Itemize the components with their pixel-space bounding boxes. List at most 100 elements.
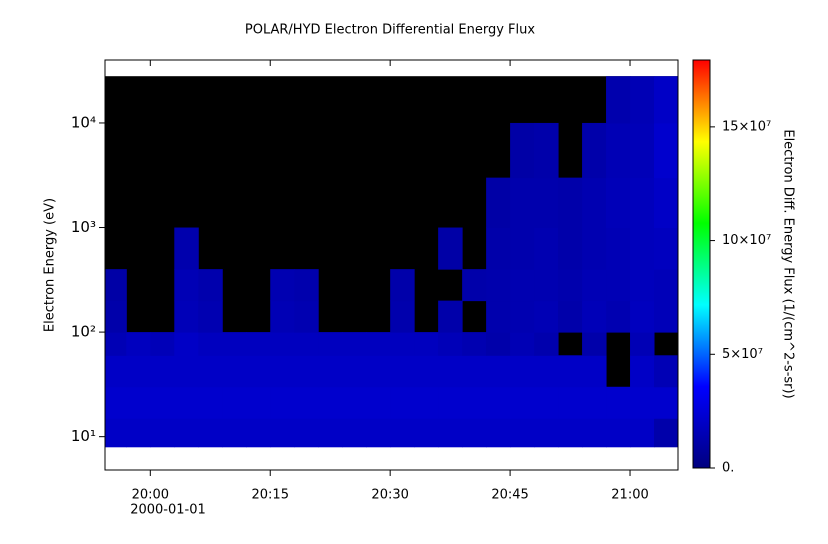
heatmap-cell xyxy=(510,300,535,333)
heatmap-cell xyxy=(246,418,271,448)
heatmap-cell xyxy=(390,355,415,388)
heatmap-cell xyxy=(438,300,463,333)
heatmap-cell xyxy=(246,386,271,419)
heatmap-cell xyxy=(534,386,559,419)
heatmap-cell xyxy=(318,332,343,356)
heatmap-cell xyxy=(486,386,511,419)
heatmap-cell xyxy=(582,300,607,333)
heatmap-cell xyxy=(534,177,559,229)
heatmap-cell xyxy=(270,386,295,419)
heatmap-cell xyxy=(126,418,151,448)
heatmap-cell xyxy=(630,269,655,302)
heatmap-cell xyxy=(294,300,319,333)
heatmap-cell xyxy=(342,418,367,448)
heatmap-cell xyxy=(654,76,679,124)
heatmap-cell xyxy=(222,355,247,388)
heatmap-cell xyxy=(174,386,199,419)
heatmap-cell xyxy=(174,227,199,270)
heatmap-cell xyxy=(582,332,607,356)
heatmap-cell xyxy=(126,386,151,419)
heatmap-cell xyxy=(438,355,463,388)
heatmap-cell xyxy=(390,418,415,448)
heatmap-cell xyxy=(606,300,631,333)
heatmap-cell xyxy=(510,122,535,179)
heatmap-cell xyxy=(606,418,631,448)
heatmap-cell xyxy=(126,332,151,356)
heatmap-cell xyxy=(630,122,655,179)
heatmap-cell xyxy=(462,418,487,448)
heatmap-cell xyxy=(438,386,463,419)
heatmap-cell xyxy=(198,300,223,333)
heatmap-cell xyxy=(510,386,535,419)
heatmap-cell xyxy=(174,355,199,388)
heatmap-cell xyxy=(606,386,631,419)
heatmap-cell xyxy=(318,386,343,419)
colorbar xyxy=(692,59,711,469)
heatmap-cell xyxy=(582,386,607,419)
heatmap-cell xyxy=(270,418,295,448)
heatmap-cell xyxy=(510,355,535,388)
heatmap-cell xyxy=(198,269,223,302)
heatmap-cell xyxy=(150,355,175,388)
heatmap-cell xyxy=(105,300,127,333)
heatmap-cell xyxy=(270,355,295,388)
heatmap-cell xyxy=(270,300,295,333)
heatmap-cell xyxy=(390,332,415,356)
x-date-label: 2000-01-01 xyxy=(130,503,206,518)
heatmap-cell xyxy=(174,300,199,333)
heatmap-cell xyxy=(438,332,463,356)
colorbar-tick-label: 10×10⁷ xyxy=(722,233,771,248)
heatmap-cell xyxy=(534,418,559,448)
heatmap-cell xyxy=(630,332,655,356)
heatmap-cell xyxy=(630,177,655,229)
heatmap-cell xyxy=(438,418,463,448)
heatmap-cell xyxy=(390,300,415,333)
heatmap-cell xyxy=(510,177,535,229)
heatmap-cell xyxy=(294,355,319,388)
heatmap-cell xyxy=(606,76,631,124)
heatmap-cell xyxy=(582,418,607,448)
heatmap-cell xyxy=(534,227,559,270)
heatmap-cell xyxy=(558,355,583,388)
heatmap-cell xyxy=(486,355,511,388)
heatmap-cell xyxy=(630,386,655,419)
heatmap-cell xyxy=(462,269,487,302)
heatmap-cell xyxy=(105,269,127,302)
heatmap-cell xyxy=(582,122,607,179)
chart-title: POLAR/HYD Electron Differential Energy F… xyxy=(245,23,535,38)
heatmap-cell xyxy=(582,227,607,270)
heatmap-cell xyxy=(534,300,559,333)
heatmap-cell xyxy=(270,332,295,356)
heatmap-cell xyxy=(534,355,559,388)
heatmap-cell xyxy=(294,269,319,302)
heatmap-cell xyxy=(246,332,271,356)
heatmap-cell xyxy=(510,418,535,448)
heatmap-cell xyxy=(510,227,535,270)
heatmap-cell xyxy=(174,269,199,302)
heatmap-cell xyxy=(558,418,583,448)
y-axis-label: Electron Energy (eV) xyxy=(43,198,58,332)
x-tick-label: 20:00 xyxy=(132,488,169,503)
heatmap-cell xyxy=(606,177,631,229)
heatmap-cell xyxy=(414,355,439,388)
y-tick-label: 10¹ xyxy=(71,427,96,445)
heatmap-cell xyxy=(630,227,655,270)
heatmap-cell xyxy=(150,386,175,419)
heatmap-cell xyxy=(198,386,223,419)
heatmap-cell xyxy=(174,332,199,356)
heatmap-cell xyxy=(414,418,439,448)
heatmap-cell xyxy=(222,332,247,356)
heatmap-cell xyxy=(105,418,127,448)
heatmap-cell xyxy=(294,418,319,448)
heatmap-cell xyxy=(105,332,127,356)
heatmap-cell xyxy=(534,269,559,302)
heatmap-cell xyxy=(222,386,247,419)
heatmap-cell xyxy=(318,355,343,388)
heatmap-cell xyxy=(654,122,679,179)
heatmap-cell xyxy=(486,227,511,270)
heatmap-cell xyxy=(150,418,175,448)
heatmap-cell xyxy=(486,332,511,356)
heatmap-cell xyxy=(486,269,511,302)
heatmap-cell xyxy=(654,300,679,333)
